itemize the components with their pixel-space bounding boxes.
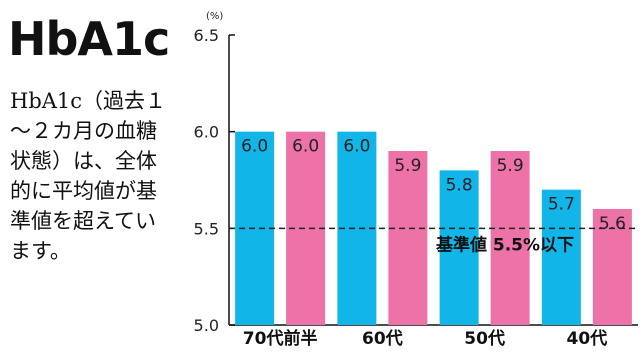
- x-category-label: 40代: [567, 328, 608, 349]
- chart-title: HbA1c: [8, 12, 170, 66]
- y-tick-label: 6.0: [194, 123, 219, 142]
- reference-line-label: 基準値 5.5%以下: [435, 234, 574, 255]
- chart-description: HbA1c（過去１～２カ月の血糖状態）は、全体的に平均値が基準値を超えています。: [10, 89, 167, 263]
- bar-value-label: 6.0: [292, 137, 319, 157]
- bar: [439, 170, 479, 325]
- y-tick-label: 6.5: [194, 26, 219, 45]
- y-axis-unit: (%): [206, 11, 223, 22]
- x-category-label: 60代: [362, 328, 403, 349]
- bar-value-label: 5.9: [497, 156, 524, 176]
- bar-value-label: 5.6: [599, 214, 626, 234]
- bar-value-label: 5.9: [394, 156, 421, 176]
- x-category-label: 50代: [464, 328, 505, 349]
- y-tick-label: 5.0: [194, 316, 219, 335]
- bar-value-label: 6.0: [343, 137, 370, 157]
- bar-value-label: 6.0: [241, 137, 268, 157]
- bar: [388, 151, 428, 325]
- bar: [490, 151, 530, 325]
- bar-value-label: 5.8: [446, 175, 473, 195]
- y-tick-label: 5.5: [194, 219, 219, 238]
- x-category-label: 70代前半: [243, 328, 318, 349]
- bar-value-label: 5.7: [548, 195, 575, 215]
- bar: [541, 189, 581, 325]
